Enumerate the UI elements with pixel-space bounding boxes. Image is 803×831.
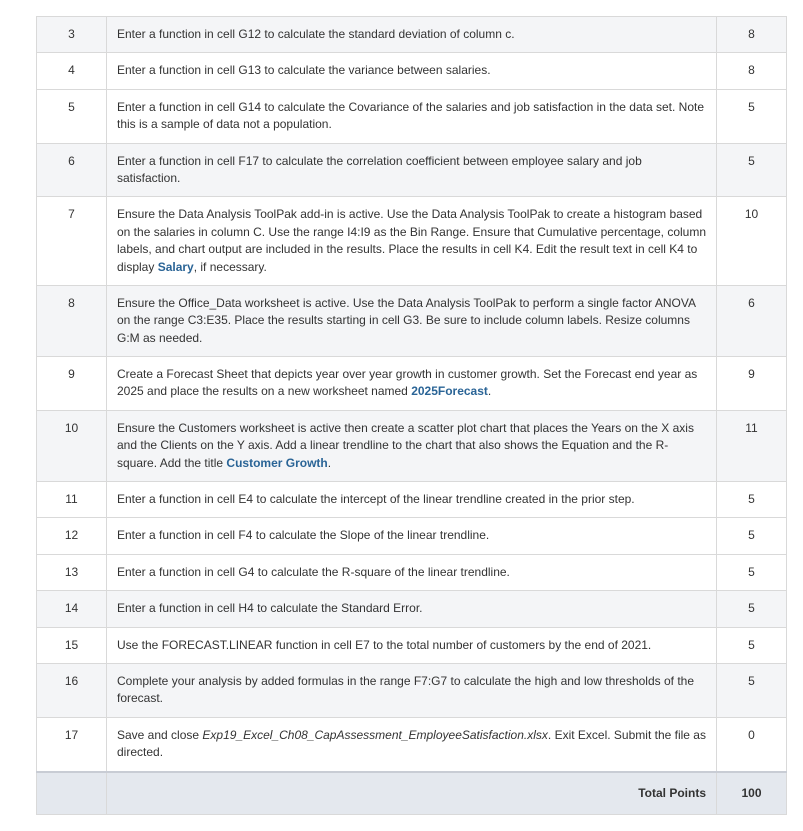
instruction-text: , if necessary. bbox=[194, 260, 267, 274]
instruction-cell: Save and close Exp19_Excel_Ch08_CapAsses… bbox=[107, 717, 717, 771]
points-value: 5 bbox=[717, 518, 787, 554]
table-row: 16 Complete your analysis by added formul… bbox=[37, 663, 787, 717]
step-number: 14 bbox=[37, 591, 107, 627]
instruction-text: Enter a function in cell G14 to calculat… bbox=[117, 100, 704, 131]
table-row: 11 Enter a function in cell E4 to calcula… bbox=[37, 482, 787, 518]
table-row: 8Ensure the Office_Data worksheet is act… bbox=[37, 285, 787, 356]
table-row: 5 Enter a function in cell G14 to calcula… bbox=[37, 89, 787, 143]
total-spacer bbox=[37, 772, 107, 815]
points-value: 0 bbox=[717, 717, 787, 771]
points-value: 8 bbox=[717, 17, 787, 53]
instruction-text: Save and close bbox=[117, 728, 202, 742]
instruction-cell: Enter a function in cell G12 to calculat… bbox=[107, 17, 717, 53]
instruction-text: . bbox=[488, 384, 491, 398]
total-row: Total Points100 bbox=[37, 772, 787, 815]
instruction-cell: Enter a function in cell F17 to calculat… bbox=[107, 143, 717, 197]
instruction-text: Exp19_Excel_Ch08_CapAssessment_EmployeeS… bbox=[202, 728, 548, 742]
points-value: 5 bbox=[717, 89, 787, 143]
step-number: 16 bbox=[37, 663, 107, 717]
instruction-text: Enter a function in cell H4 to calculate… bbox=[117, 601, 423, 615]
step-number: 8 bbox=[37, 285, 107, 356]
table-row: 12 Enter a function in cell F4 to calcula… bbox=[37, 518, 787, 554]
instruction-cell: Enter a function in cell H4 to calculate… bbox=[107, 591, 717, 627]
step-number: 6 bbox=[37, 143, 107, 197]
assessment-table: 3 Enter a function in cell G12 to calcula… bbox=[36, 16, 787, 815]
points-value: 9 bbox=[717, 357, 787, 411]
step-number: 5 bbox=[37, 89, 107, 143]
points-value: 5 bbox=[717, 627, 787, 663]
table-row: 3 Enter a function in cell G12 to calcula… bbox=[37, 17, 787, 53]
table-row: 17Save and close Exp19_Excel_Ch08_CapAss… bbox=[37, 717, 787, 771]
instruction-text: Enter a function in cell E4 to calculate… bbox=[117, 492, 635, 506]
instruction-cell: Ensure the Data Analysis ToolPak add-in … bbox=[107, 197, 717, 286]
instruction-cell: Enter a function in cell G4 to calculate… bbox=[107, 554, 717, 590]
instruction-text: Customer Growth bbox=[226, 456, 327, 470]
step-number: 9 bbox=[37, 357, 107, 411]
instruction-text: Enter a function in cell G12 to calculat… bbox=[117, 27, 515, 41]
table-row: 6 Enter a function in cell F17 to calcula… bbox=[37, 143, 787, 197]
table-row: 13 Enter a function in cell G4 to calcula… bbox=[37, 554, 787, 590]
table-row: 14 Enter a function in cell H4 to calcula… bbox=[37, 591, 787, 627]
step-number: 17 bbox=[37, 717, 107, 771]
instruction-text: Enter a function in cell F4 to calculate… bbox=[117, 528, 489, 542]
points-value: 5 bbox=[717, 143, 787, 197]
step-number: 15 bbox=[37, 627, 107, 663]
points-value: 8 bbox=[717, 53, 787, 89]
instruction-cell: Ensure the Customers worksheet is active… bbox=[107, 410, 717, 481]
step-number: 10 bbox=[37, 410, 107, 481]
points-value: 10 bbox=[717, 197, 787, 286]
points-value: 5 bbox=[717, 482, 787, 518]
instruction-text: . bbox=[328, 456, 331, 470]
table-row: 7Ensure the Data Analysis ToolPak add-in… bbox=[37, 197, 787, 286]
table-row: 15 Use the FORECAST.LINEAR function in ce… bbox=[37, 627, 787, 663]
points-value: 5 bbox=[717, 554, 787, 590]
instruction-text: Enter a function in cell G13 to calculat… bbox=[117, 63, 491, 77]
instruction-cell: Create a Forecast Sheet that depicts yea… bbox=[107, 357, 717, 411]
instruction-text: 2025Forecast bbox=[411, 384, 488, 398]
step-number: 7 bbox=[37, 197, 107, 286]
instruction-cell: Enter a function in cell G14 to calculat… bbox=[107, 89, 717, 143]
instruction-text: Salary bbox=[158, 260, 194, 274]
total-label: Total Points bbox=[107, 772, 717, 815]
step-number: 11 bbox=[37, 482, 107, 518]
step-number: 12 bbox=[37, 518, 107, 554]
instruction-text: Enter a function in cell G4 to calculate… bbox=[117, 565, 510, 579]
instruction-text: Ensure the Customers worksheet is active… bbox=[117, 421, 694, 470]
instruction-cell: Enter a function in cell G13 to calculat… bbox=[107, 53, 717, 89]
table-row: 9 Create a Forecast Sheet that depicts ye… bbox=[37, 357, 787, 411]
instruction-cell: Complete your analysis by added formulas… bbox=[107, 663, 717, 717]
points-value: 5 bbox=[717, 663, 787, 717]
instruction-cell: Ensure the Office_Data worksheet is acti… bbox=[107, 285, 717, 356]
instruction-text: Ensure the Office_Data worksheet is acti… bbox=[117, 296, 695, 345]
step-number: 4 bbox=[37, 53, 107, 89]
points-value: 5 bbox=[717, 591, 787, 627]
instruction-text: Complete your analysis by added formulas… bbox=[117, 674, 694, 705]
instruction-text: Create a Forecast Sheet that depicts yea… bbox=[117, 367, 697, 398]
step-number: 3 bbox=[37, 17, 107, 53]
step-number: 13 bbox=[37, 554, 107, 590]
total-value: 100 bbox=[717, 772, 787, 815]
instruction-cell: Enter a function in cell F4 to calculate… bbox=[107, 518, 717, 554]
instruction-text: Use the FORECAST.LINEAR function in cell… bbox=[117, 638, 651, 652]
instruction-cell: Enter a function in cell E4 to calculate… bbox=[107, 482, 717, 518]
instruction-text: Enter a function in cell F17 to calculat… bbox=[117, 154, 642, 185]
instruction-cell: Use the FORECAST.LINEAR function in cell… bbox=[107, 627, 717, 663]
points-value: 11 bbox=[717, 410, 787, 481]
table-row: 4 Enter a function in cell G13 to calcula… bbox=[37, 53, 787, 89]
points-value: 6 bbox=[717, 285, 787, 356]
table-row: 10Ensure the Customers worksheet is acti… bbox=[37, 410, 787, 481]
